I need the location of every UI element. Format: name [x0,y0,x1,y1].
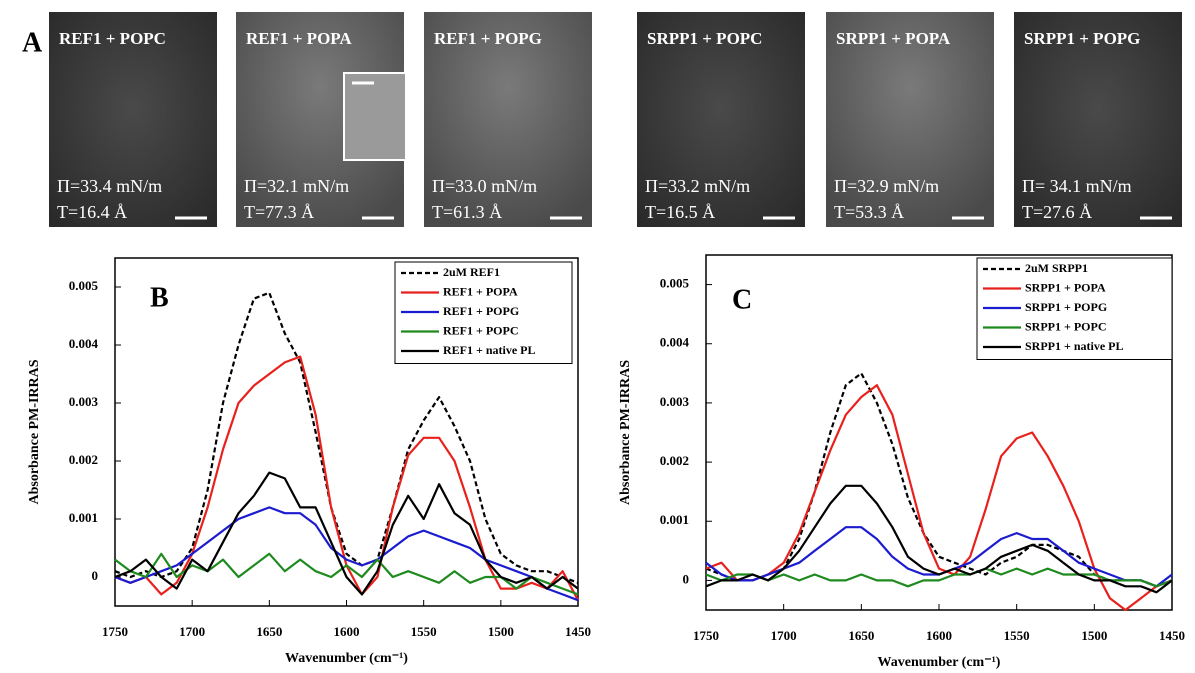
micrograph [424,12,592,227]
x-tick-label: 1550 [411,624,437,639]
charts: 0 0.001 0.002 0.003 0.004 0.005 1750 1700 1650 16… [27,254,1185,670]
image-pressure: Π=32.1 mN/m [244,176,349,196]
legend-label: SRPP1 + native PL [1025,339,1124,353]
series-line [114,355,579,601]
y-axis-label: Absorbance PM-IRRAS [27,359,42,504]
legend-label: SRPP1 + POPC [1025,319,1107,333]
series-line [705,484,1173,594]
image-title: REF1 + POPC [59,29,166,48]
x-tick-label: 1750 [102,624,128,639]
legend-label: 2uM SRPP1 [1025,261,1088,275]
image-pressure: Π=33.2 mN/m [645,176,750,196]
image-thickness: T=16.5 Å [645,202,715,222]
y-tick-label: 0.004 [660,335,690,350]
y-axis-label: Absorbance PM-IRRAS [618,360,633,505]
legend-label: REF1 + POPC [443,323,519,337]
legend-label: REF1 + POPG [443,304,519,318]
y-tick-label: 0.001 [69,510,98,525]
inset [343,72,407,161]
x-tick-label: 1750 [693,628,719,643]
x-tick-label: 1450 [565,624,591,639]
y-tick-label: 0 [683,571,690,586]
image-title: SRPP1 + POPG [1024,29,1140,48]
series-line [705,372,1173,588]
series-line [705,567,1173,588]
image-row: REF1 + POPC Π=33.4 mN/m T=16.4 Å REF1 + POP… [49,12,1182,227]
image-thickness: T=27.6 Å [1022,202,1092,222]
x-tick-label: 1600 [334,624,360,639]
y-tick-label: 0.002 [660,453,689,468]
y-tick-label: 0.001 [660,512,689,527]
x-tick-label: 1450 [1159,628,1185,643]
x-tick-label: 1650 [848,628,874,643]
legend-label: REF1 + native PL [443,343,536,357]
x-tick-label: 1500 [488,624,514,639]
image-thickness: T=77.3 Å [244,202,314,222]
y-tick-label: 0.003 [69,394,99,409]
x-axis-label: Wavenumber (cm⁻¹) [878,655,1001,670]
panel-letter: C [732,284,752,315]
image-thickness: T=16.4 Å [57,202,127,222]
x-tick-label: 1550 [1004,628,1030,643]
y-tick-label: 0.005 [660,276,690,291]
y-tick-label: 0 [92,568,99,583]
image-title: SRPP1 + POPC [647,29,762,48]
image-pressure: Π=33.0 mN/m [432,176,537,196]
x-axis-label: Wavenumber (cm⁻¹) [285,651,408,666]
series-line [114,291,579,584]
image-thickness: T=61.3 Å [432,202,502,222]
image-pressure: Π=32.9 mN/m [834,176,939,196]
series-line [114,506,579,602]
x-tick-label: 1700 [179,624,205,639]
micrograph [49,12,217,227]
micrograph [826,12,994,227]
panel-letter: B [150,282,169,313]
legend-label: SRPP1 + POPG [1025,300,1107,314]
x-tick-label: 1650 [256,624,282,639]
image-title: REF1 + POPG [434,29,542,48]
micrograph [637,12,805,227]
y-tick-label: 0.004 [69,336,99,351]
legend-label: REF1 + POPA [443,284,518,298]
image-title: REF1 + POPA [246,29,352,48]
image-pressure: Π= 34.1 mN/m [1022,176,1132,196]
x-tick-label: 1700 [771,628,797,643]
micrograph [1014,12,1182,227]
series-line [114,471,579,596]
y-tick-label: 0.005 [69,278,99,293]
image-title: SRPP1 + POPA [836,29,951,48]
legend-label: SRPP1 + POPA [1025,280,1106,294]
y-tick-label: 0.003 [660,394,690,409]
panel-letter: A [22,27,43,58]
image-thickness: T=53.3 Å [834,202,904,222]
legend-label: 2uM REF1 [443,265,500,279]
x-tick-label: 1500 [1081,628,1107,643]
image-pressure: Π=33.4 mN/m [57,176,162,196]
x-tick-label: 1600 [926,628,952,643]
y-tick-label: 0.002 [69,452,98,467]
